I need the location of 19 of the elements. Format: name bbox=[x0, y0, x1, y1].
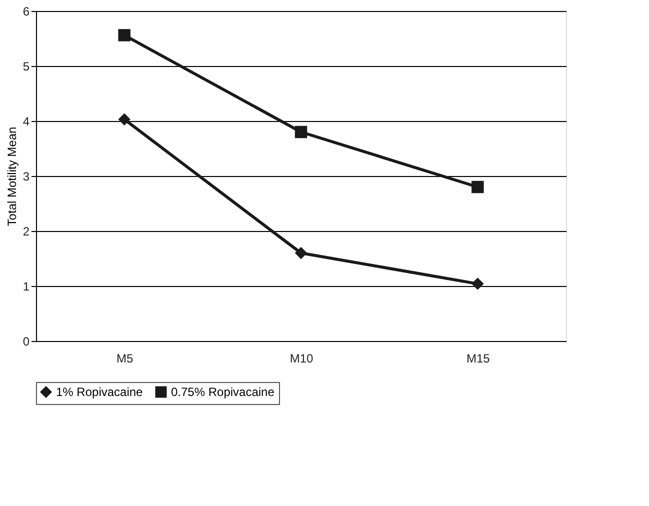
y-tick-label: 1 bbox=[22, 280, 30, 294]
x-tick-label: M15 bbox=[466, 352, 490, 366]
y-tick-label: 2 bbox=[22, 224, 30, 238]
point bbox=[472, 278, 484, 290]
x-tick-label: M5 bbox=[116, 352, 134, 366]
point bbox=[118, 113, 130, 126]
y-tick-label: 0 bbox=[22, 334, 30, 348]
y-tick-label: 4 bbox=[22, 114, 30, 128]
y-tick-label: 5 bbox=[22, 60, 30, 74]
point bbox=[472, 180, 484, 194]
y-axis-title: Total Motility Mean bbox=[4, 126, 19, 226]
point bbox=[118, 29, 130, 42]
x-tick-label: M10 bbox=[290, 352, 314, 366]
point bbox=[294, 126, 308, 138]
y-tick-label: 6 bbox=[22, 4, 30, 18]
point bbox=[294, 246, 308, 260]
legend-label: 0.75% Ropivacaine bbox=[171, 385, 275, 399]
y-tick-label: 3 bbox=[22, 170, 30, 184]
legend-label: 1% Ropivacaine bbox=[56, 385, 144, 399]
